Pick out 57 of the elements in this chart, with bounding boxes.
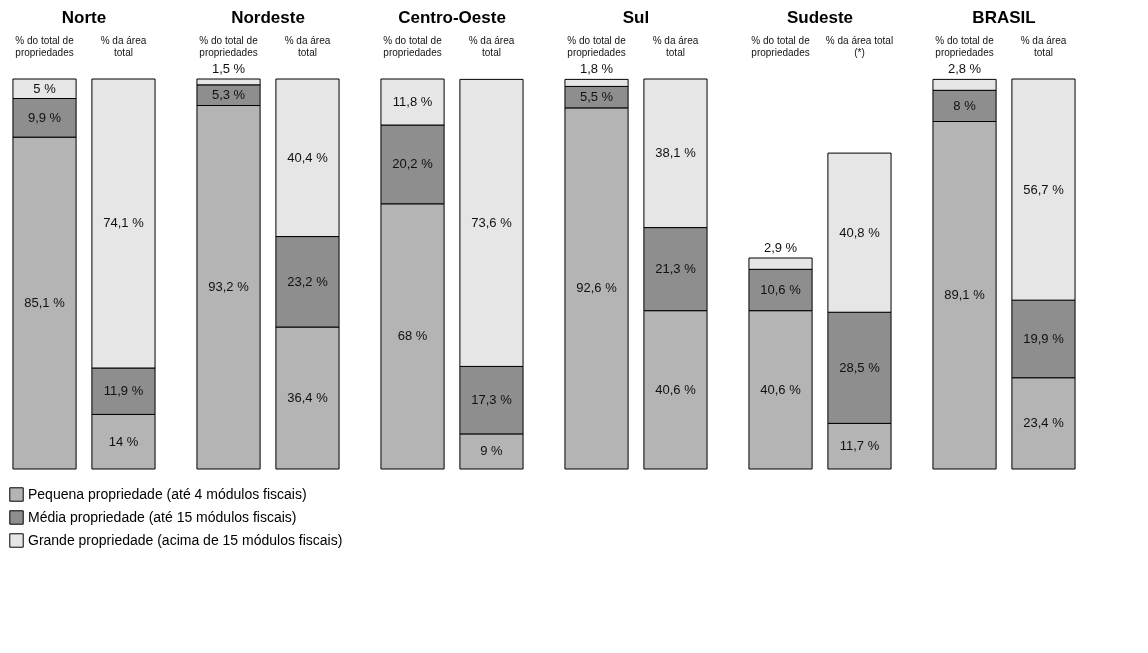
- data-label: 56,7 %: [1023, 181, 1065, 197]
- x-tick-label: % do total de propriedades: [383, 34, 443, 58]
- data-label: 8 %: [953, 97, 977, 113]
- chart-title: Sul: [622, 8, 650, 27]
- data-label: 68 %: [397, 328, 428, 344]
- data-label: 23,2 %: [287, 273, 329, 289]
- chart-title: Nordeste: [231, 8, 305, 27]
- x-tick-label: % do total de propriedades: [567, 34, 627, 58]
- x-tick-label: % do total de propriedades: [199, 34, 259, 58]
- x-tick-label: % da área total (*): [825, 34, 894, 58]
- data-label: 5 %: [33, 80, 57, 96]
- x-tick-label: % da área total: [100, 34, 147, 58]
- data-label: 2,8 %: [947, 61, 982, 77]
- chart-title: Sudeste: [786, 8, 854, 27]
- data-label: 74,1 %: [103, 215, 145, 231]
- x-tick-label: % da área total: [284, 34, 331, 58]
- data-label: 23,4 %: [1023, 415, 1065, 431]
- data-label: 9,9 %: [27, 109, 62, 125]
- data-label: 11,7 %: [839, 438, 880, 454]
- x-tick-label: % da área total: [1020, 34, 1067, 58]
- data-label: 92,6 %: [576, 280, 618, 296]
- chart-title: BRASIL: [972, 8, 1036, 27]
- data-label: 19,9 %: [1023, 330, 1065, 346]
- x-tick-label: % da área total: [652, 34, 699, 58]
- legend-label: Pequena propriedade (até 4 módulos fiscais): [28, 485, 307, 502]
- data-label: 1,5 %: [211, 61, 246, 76]
- data-label: 2,9 %: [763, 240, 798, 256]
- data-label: 93,2 %: [208, 279, 250, 295]
- x-tick-label: % do total de propriedades: [751, 34, 811, 58]
- data-label: 5,5 %: [579, 89, 614, 105]
- data-label: 11,8 %: [392, 94, 433, 110]
- data-label: 89,1 %: [944, 287, 986, 303]
- x-tick-label: % da área total: [468, 34, 515, 58]
- data-label: 9 %: [480, 443, 504, 459]
- data-label: 14 %: [108, 433, 139, 449]
- data-label: 5,3 %: [211, 87, 246, 103]
- chart-title: Norte: [61, 8, 107, 27]
- data-label: 28,5 %: [839, 359, 881, 375]
- legend-label: Média propriedade (até 15 módulos fiscais): [28, 508, 297, 525]
- data-label: 36,4 %: [287, 390, 329, 406]
- data-label: 40,6 %: [655, 381, 697, 397]
- legend-label: Grande propriedade (acima de 15 módulos fiscais): [28, 531, 343, 548]
- data-label: 20,2 %: [392, 156, 434, 172]
- x-tick-label: % do total de propriedades: [15, 34, 75, 58]
- data-label: 10,6 %: [760, 281, 802, 297]
- data-label: 17,3 %: [471, 392, 513, 408]
- data-label: 11,9 %: [103, 383, 144, 399]
- data-label: 40,4 %: [287, 149, 329, 165]
- x-tick-label: % do total de propriedades: [935, 34, 995, 58]
- data-label: 38,1 %: [655, 145, 697, 161]
- data-label: 21,3 %: [655, 261, 697, 277]
- data-label: 40,6 %: [760, 381, 802, 397]
- data-label: 1,8 %: [579, 61, 614, 77]
- chart-title: Centro-Oeste: [398, 8, 506, 27]
- data-label: 40,8 %: [839, 224, 881, 240]
- data-label: 73,6 %: [471, 214, 513, 230]
- data-label: 85,1 %: [24, 295, 66, 311]
